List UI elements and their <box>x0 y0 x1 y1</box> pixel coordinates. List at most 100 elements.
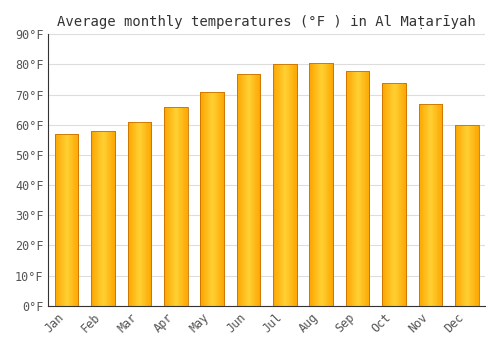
Bar <box>273 64 296 306</box>
Bar <box>139 122 140 306</box>
Bar <box>279 64 280 306</box>
Bar <box>382 83 383 306</box>
Bar <box>215 92 216 306</box>
Bar <box>220 92 222 306</box>
Bar <box>96 131 97 306</box>
Bar <box>214 92 215 306</box>
Bar <box>140 122 141 306</box>
Bar <box>132 122 133 306</box>
Bar <box>466 125 467 306</box>
Bar <box>397 83 398 306</box>
Bar <box>314 63 315 306</box>
Bar <box>246 74 248 306</box>
Bar <box>368 71 370 306</box>
Bar <box>171 107 172 306</box>
Bar <box>291 64 292 306</box>
Bar <box>236 74 260 306</box>
Bar <box>92 131 94 306</box>
Bar <box>332 63 333 306</box>
Bar <box>353 71 354 306</box>
Bar <box>420 104 421 306</box>
Bar <box>128 122 129 306</box>
Bar <box>135 122 136 306</box>
Bar <box>317 63 318 306</box>
Bar <box>54 134 56 306</box>
Bar <box>322 63 324 306</box>
Bar <box>425 104 426 306</box>
Bar <box>242 74 243 306</box>
Bar <box>366 71 367 306</box>
Bar <box>239 74 240 306</box>
Bar <box>222 92 223 306</box>
Bar <box>164 107 166 306</box>
Bar <box>63 134 64 306</box>
Bar <box>208 92 210 306</box>
Bar <box>315 63 316 306</box>
Bar <box>393 83 394 306</box>
Bar <box>286 64 287 306</box>
Bar <box>204 92 205 306</box>
Bar <box>244 74 245 306</box>
Bar <box>205 92 206 306</box>
Bar <box>200 92 201 306</box>
Bar <box>207 92 208 306</box>
Bar <box>70 134 71 306</box>
Bar <box>138 122 139 306</box>
Bar <box>352 71 353 306</box>
Bar <box>431 104 432 306</box>
Bar <box>58 134 59 306</box>
Bar <box>254 74 256 306</box>
Bar <box>67 134 68 306</box>
Bar <box>277 64 278 306</box>
Bar <box>68 134 70 306</box>
Bar <box>64 134 66 306</box>
Bar <box>102 131 104 306</box>
Bar <box>281 64 282 306</box>
Bar <box>401 83 402 306</box>
Bar <box>421 104 422 306</box>
Bar <box>388 83 390 306</box>
Bar <box>98 131 100 306</box>
Bar <box>150 122 151 306</box>
Bar <box>66 134 67 306</box>
Bar <box>290 64 291 306</box>
Bar <box>209 92 210 306</box>
Bar <box>219 92 220 306</box>
Bar <box>321 63 322 306</box>
Bar <box>128 122 151 306</box>
Bar <box>478 125 480 306</box>
Bar <box>469 125 470 306</box>
Bar <box>359 71 360 306</box>
Bar <box>167 107 168 306</box>
Bar <box>91 131 92 306</box>
Bar <box>168 107 169 306</box>
Bar <box>436 104 438 306</box>
Bar <box>470 125 472 306</box>
Bar <box>176 107 177 306</box>
Bar <box>456 125 458 306</box>
Bar <box>211 92 212 306</box>
Bar <box>148 122 150 306</box>
Bar <box>383 83 384 306</box>
Bar <box>477 125 478 306</box>
Bar <box>218 92 219 306</box>
Bar <box>173 107 174 306</box>
Bar <box>56 134 57 306</box>
Bar <box>459 125 460 306</box>
Bar <box>396 83 397 306</box>
Bar <box>115 131 116 306</box>
Bar <box>144 122 146 306</box>
Bar <box>292 64 294 306</box>
Bar <box>151 122 152 306</box>
Bar <box>439 104 440 306</box>
Bar <box>146 122 147 306</box>
Bar <box>147 122 148 306</box>
Bar <box>256 74 257 306</box>
Bar <box>434 104 435 306</box>
Bar <box>240 74 241 306</box>
Bar <box>236 74 238 306</box>
Bar <box>201 92 202 306</box>
Bar <box>324 63 325 306</box>
Bar <box>294 64 295 306</box>
Bar <box>346 71 348 306</box>
